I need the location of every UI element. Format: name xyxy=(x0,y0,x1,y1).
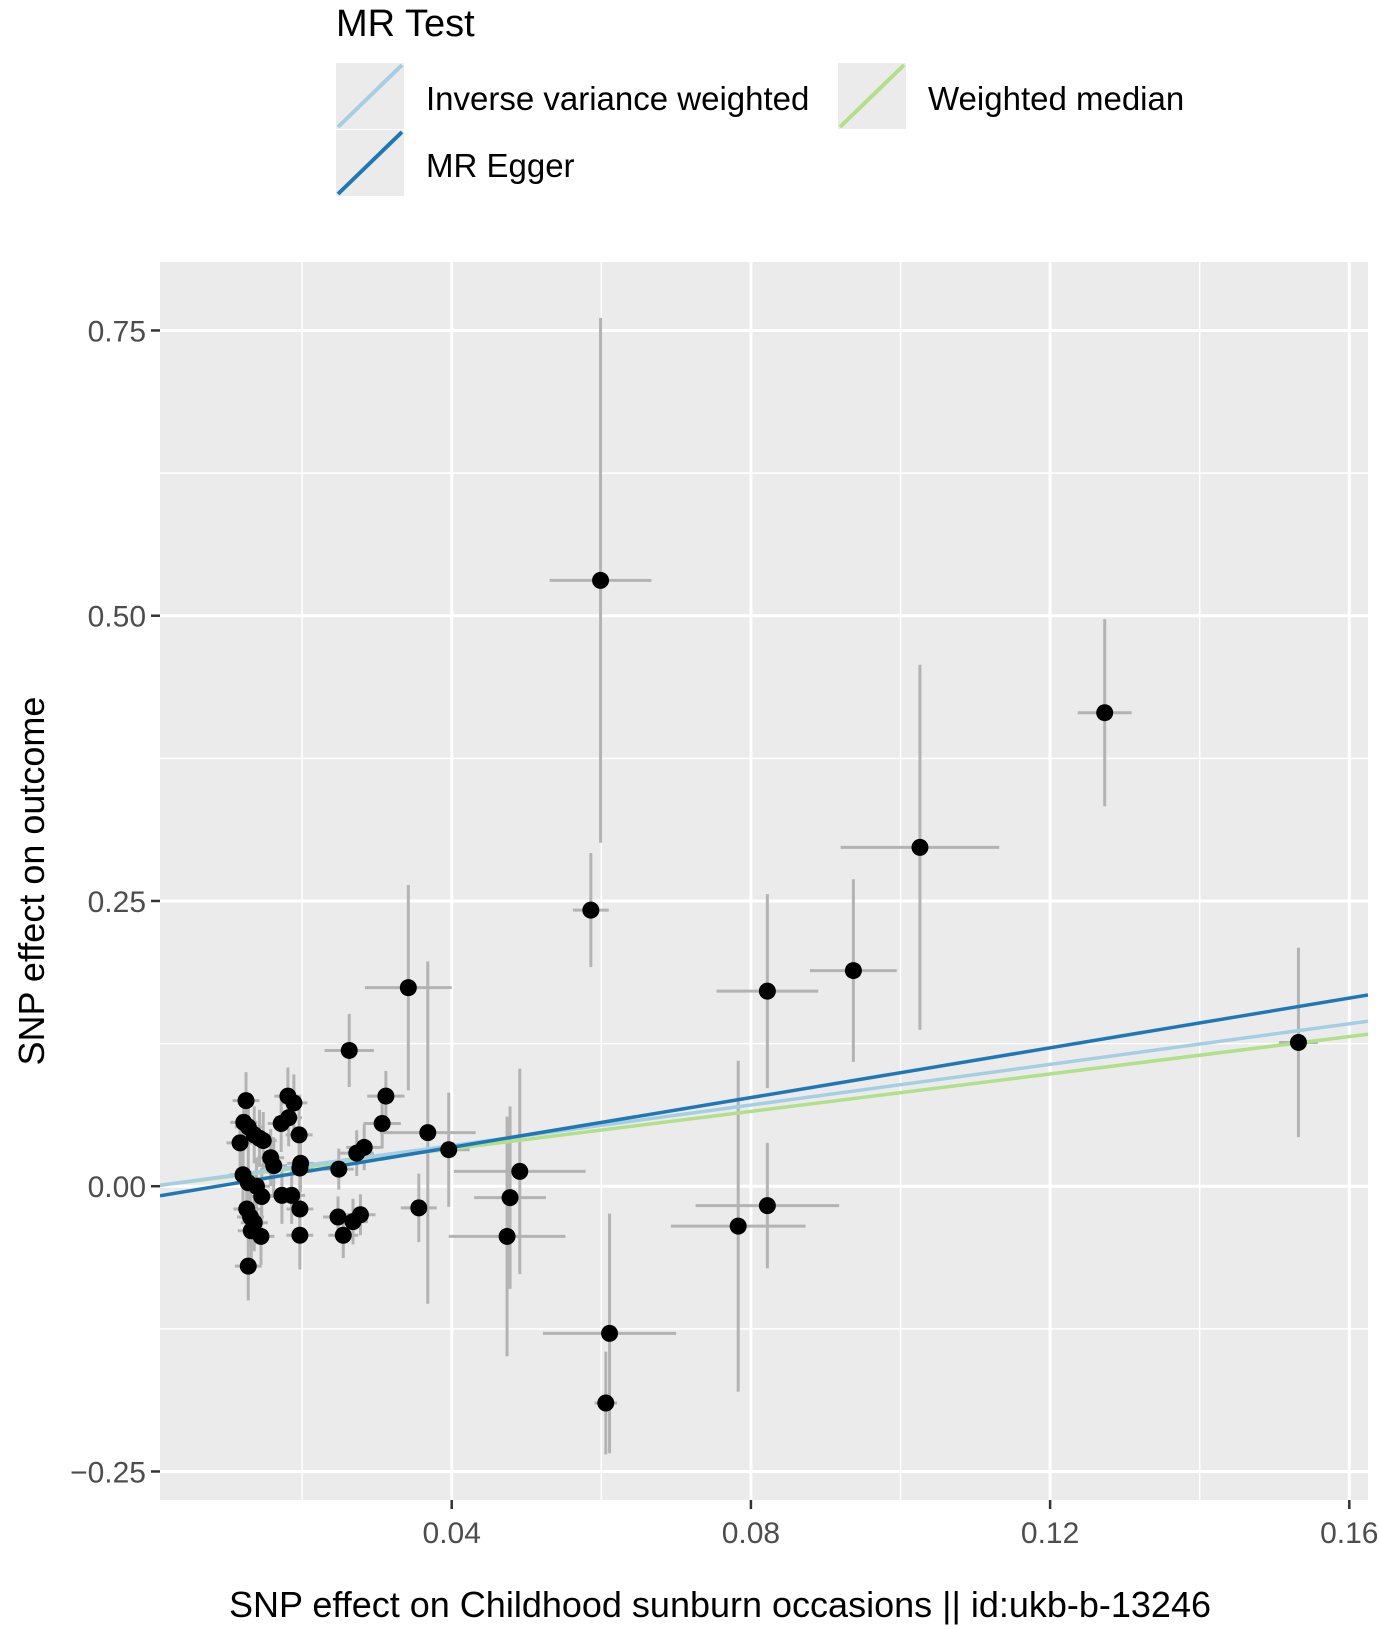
y-tick-label: 0.25 xyxy=(88,886,146,919)
data-point xyxy=(440,1141,458,1159)
data-point xyxy=(501,1189,519,1207)
data-point xyxy=(291,1159,309,1177)
data-point xyxy=(290,1126,308,1144)
data-point xyxy=(329,1208,347,1226)
data-point xyxy=(340,1041,358,1059)
legend-item-wm: Weighted median xyxy=(838,63,1184,129)
data-point xyxy=(351,1206,369,1224)
data-point xyxy=(239,1257,257,1275)
regression-line-mr-egger xyxy=(160,993,1368,1198)
legend-item-ivw: Inverse variance weighted xyxy=(336,63,809,129)
y-tick-label: 0.75 xyxy=(88,315,146,348)
data-point xyxy=(597,1394,615,1412)
data-points xyxy=(231,571,1307,1412)
data-point xyxy=(399,979,417,997)
data-point xyxy=(273,1186,291,1204)
legend-label-wm: Weighted median xyxy=(928,80,1184,117)
y-axis-title: SNP effect on outcome xyxy=(11,697,52,1066)
legend-swatch-egger xyxy=(336,130,404,196)
data-point xyxy=(498,1227,516,1245)
data-point xyxy=(348,1144,366,1162)
x-tick-label: 0.04 xyxy=(423,1517,481,1550)
legend-swatch-wm xyxy=(838,63,906,129)
data-point xyxy=(272,1114,290,1132)
data-point xyxy=(285,1094,303,1112)
x-axis: 0.04 0.08 0.12 0.16 xyxy=(423,1500,1378,1550)
data-point xyxy=(911,838,929,856)
data-point xyxy=(291,1200,309,1218)
data-point xyxy=(291,1226,309,1244)
gridlines xyxy=(160,262,1368,1500)
data-point xyxy=(252,1227,270,1245)
legend: MR Test Inverse variance weighted MR Egg… xyxy=(336,3,1184,196)
data-point xyxy=(330,1160,348,1178)
legend-label-ivw: Inverse variance weighted xyxy=(426,80,809,117)
data-point xyxy=(601,1324,619,1342)
data-point xyxy=(237,1092,255,1110)
y-axis: −0.25 0.00 0.25 0.50 0.75 xyxy=(70,315,160,1489)
legend-item-egger: MR Egger xyxy=(336,130,575,196)
data-point xyxy=(758,982,776,1000)
x-tick-label: 0.16 xyxy=(1320,1517,1378,1550)
x-tick-label: 0.12 xyxy=(1021,1517,1079,1550)
data-point xyxy=(239,1118,257,1136)
x-axis-title: SNP effect on Childhood sunburn occasion… xyxy=(229,1584,1211,1625)
legend-title: MR Test xyxy=(336,3,475,45)
data-point xyxy=(758,1197,776,1215)
data-point xyxy=(373,1114,391,1132)
data-point xyxy=(377,1087,395,1105)
data-point xyxy=(1096,704,1114,722)
y-tick-label: 0.00 xyxy=(88,1171,146,1204)
data-point xyxy=(592,571,610,589)
data-point xyxy=(511,1162,529,1180)
y-tick-label: −0.25 xyxy=(70,1456,146,1489)
x-tick-label: 0.08 xyxy=(722,1517,780,1550)
data-point xyxy=(265,1157,283,1175)
plot-panel xyxy=(160,262,1368,1500)
data-point xyxy=(410,1199,428,1217)
data-point xyxy=(1289,1033,1307,1051)
legend-swatch-ivw xyxy=(336,63,404,129)
data-point xyxy=(729,1217,747,1235)
data-point xyxy=(582,901,600,919)
data-point xyxy=(231,1134,249,1152)
data-point xyxy=(334,1226,352,1244)
data-point xyxy=(844,962,862,980)
data-point xyxy=(253,1187,271,1205)
y-tick-label: 0.50 xyxy=(88,601,146,634)
data-point xyxy=(419,1124,437,1142)
legend-label-egger: MR Egger xyxy=(426,147,575,184)
